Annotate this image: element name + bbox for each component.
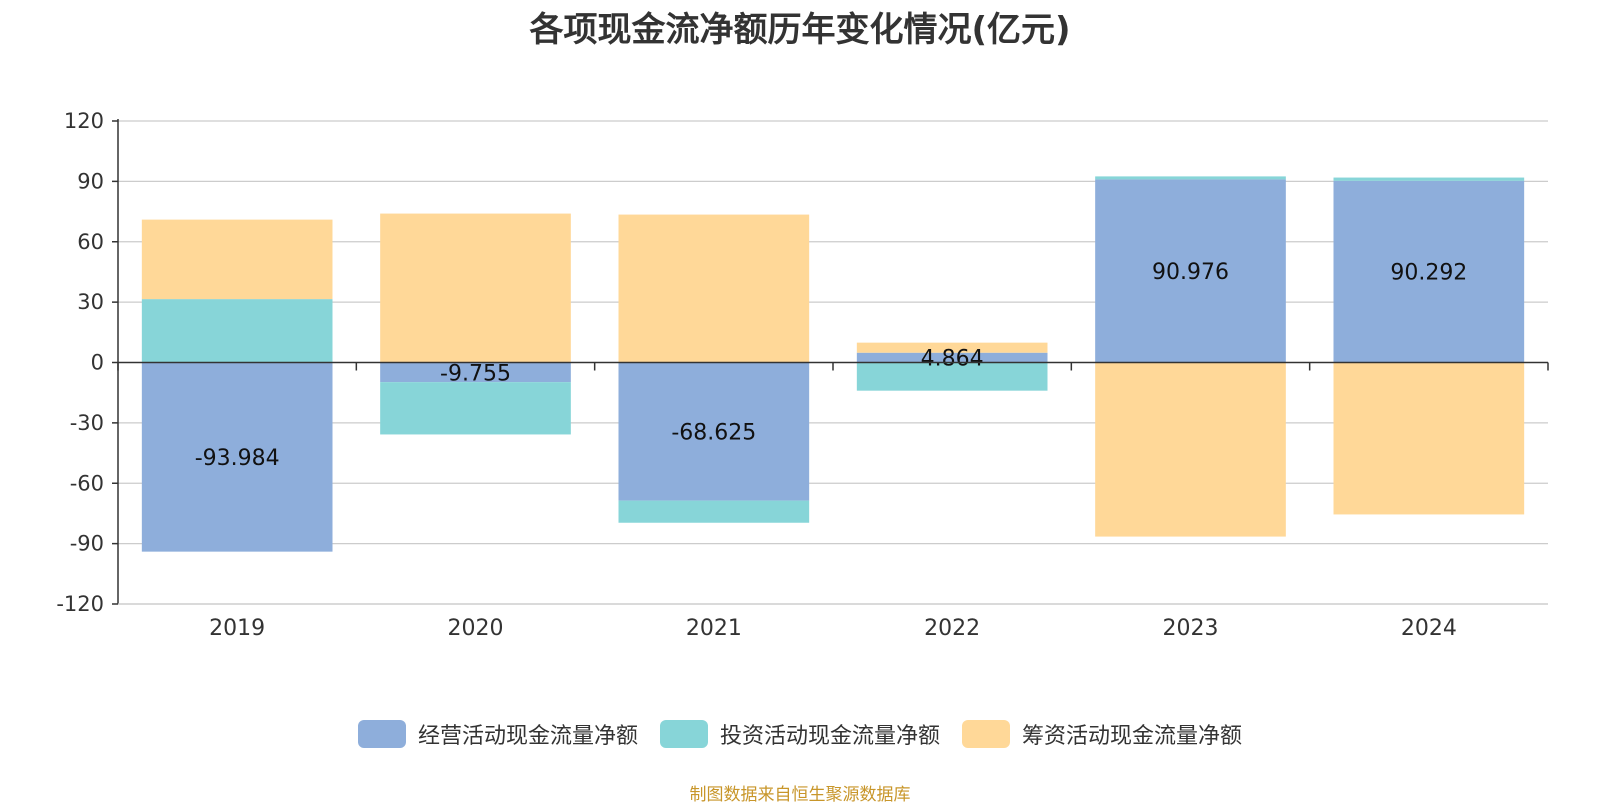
bar-operating-2019 bbox=[141, 362, 333, 552]
y-tick-label: 0 bbox=[91, 351, 104, 375]
legend-label-operating: 经营活动现金流量净额 bbox=[417, 724, 638, 749]
x-tick-label-2021: 2021 bbox=[686, 616, 742, 641]
y-tick-label: -90 bbox=[70, 532, 104, 556]
x-tick-label-2022: 2022 bbox=[924, 616, 980, 641]
bar-investing-2019 bbox=[141, 299, 333, 363]
bar-investing-2024 bbox=[1333, 177, 1525, 181]
legend-item-operating[interactable]: 经营活动现金流量净额 bbox=[357, 718, 638, 750]
bar-financing-2024 bbox=[1333, 362, 1525, 515]
legend-item-financing[interactable]: 筹资活动现金流量净额 bbox=[962, 718, 1242, 750]
bar-investing-2023 bbox=[1095, 176, 1286, 180]
y-tick-label: -120 bbox=[56, 592, 104, 616]
bar-investing-2021 bbox=[618, 500, 810, 523]
bar-investing-2020 bbox=[380, 382, 571, 435]
bar-operating-2022 bbox=[856, 352, 1048, 363]
legend-swatch-financing bbox=[962, 720, 1010, 748]
y-tick-label: 60 bbox=[77, 230, 104, 254]
bar-operating-2021 bbox=[618, 362, 810, 501]
data-label-operating-2023: 90.976 bbox=[1152, 260, 1229, 285]
bar-financing-2020 bbox=[380, 213, 571, 363]
y-tick-label: 30 bbox=[77, 290, 104, 314]
bar-operating-2023 bbox=[1095, 179, 1286, 363]
legend-label-financing: 筹资活动现金流量净额 bbox=[1022, 724, 1243, 749]
legend-label-investing: 投资活动现金流量净额 bbox=[719, 724, 940, 749]
bar-operating-2020 bbox=[380, 362, 571, 383]
legend-swatch-operating bbox=[357, 720, 406, 748]
data-source-note: 制图数据来自恒生聚源数据库 bbox=[689, 785, 911, 805]
legend-item-investing[interactable]: 投资活动现金流量净额 bbox=[659, 718, 940, 750]
chart-title: 各项现金流净额历年变化情况(亿元) bbox=[529, 10, 1071, 50]
y-tick-label: 120 bbox=[64, 109, 104, 133]
y-tick-label: 90 bbox=[77, 169, 104, 193]
bar-financing-2019 bbox=[141, 219, 333, 300]
data-label-operating-2022: 4.864 bbox=[921, 347, 984, 372]
x-tick-label-2024: 2024 bbox=[1401, 616, 1457, 641]
y-tick-label: -30 bbox=[70, 411, 104, 435]
bar-operating-2024 bbox=[1333, 180, 1525, 363]
bar-financing-2021 bbox=[618, 214, 810, 363]
x-tick-label-2020: 2020 bbox=[448, 616, 504, 641]
y-tick-label: -60 bbox=[70, 471, 104, 495]
bar-financing-2022 bbox=[856, 342, 1048, 353]
data-label-operating-2021: -68.625 bbox=[671, 421, 756, 446]
data-label-operating-2024: 90.292 bbox=[1390, 261, 1467, 286]
x-tick-label-2023: 2023 bbox=[1163, 616, 1219, 641]
data-label-operating-2019: -93.984 bbox=[195, 446, 280, 471]
legend-swatch-investing bbox=[659, 720, 708, 748]
bar-investing-2022 bbox=[856, 362, 1048, 391]
legend: 经营活动现金流量净额 投资活动现金流量净额 筹资活动现金流量净额 bbox=[0, 718, 1600, 750]
chart-svg: 120 90 60 30 0 -30 -60 -90 -120 -93.984 -9.755 -68.… bbox=[56, 109, 1549, 641]
x-tick-label-2019: 2019 bbox=[209, 616, 265, 641]
data-label-operating-2020: -9.755 bbox=[440, 361, 511, 386]
bar-financing-2023 bbox=[1095, 362, 1286, 537]
